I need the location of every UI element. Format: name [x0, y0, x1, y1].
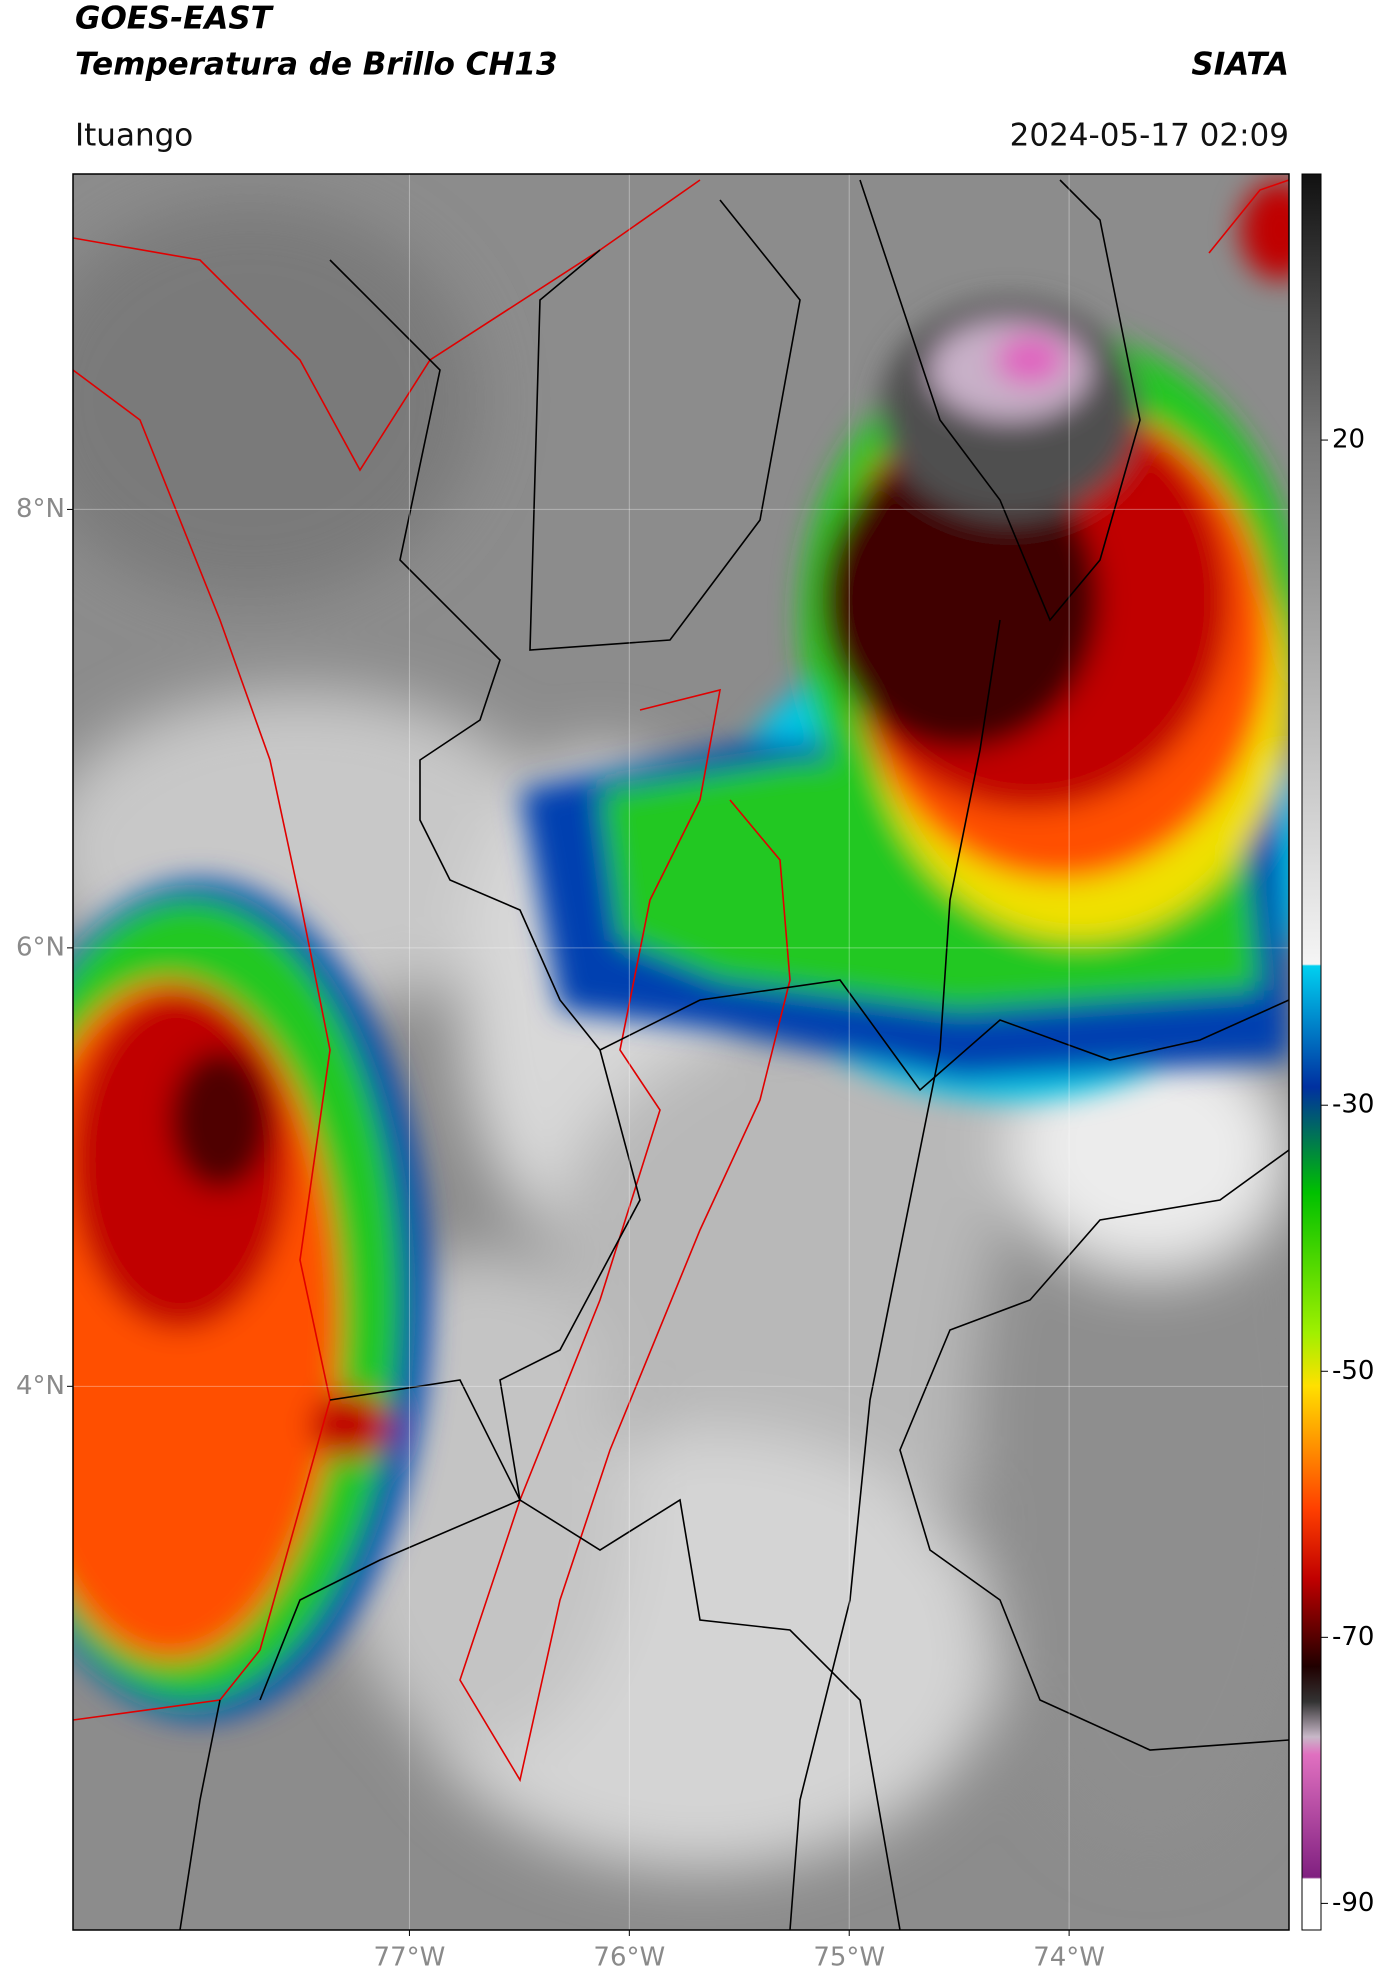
colorbar — [1301, 173, 1322, 1931]
title: GOES-EAST — [75, 1, 275, 37]
colorbar-tick-label: -50 — [1332, 1356, 1374, 1386]
source: SIATA — [1191, 47, 1289, 83]
colorbar-tick-label: -70 — [1332, 1622, 1374, 1652]
lat-tick-label: 6°N — [16, 932, 65, 962]
lon-tick-label: 76°W — [593, 1943, 665, 1973]
lat-tick-label: 4°N — [16, 1371, 65, 1401]
lon-tick-label: 74°W — [1033, 1943, 1105, 1973]
graticule — [67, 174, 1289, 1936]
colorbar-tick-label: -30 — [1332, 1090, 1374, 1120]
datetime: 2024-05-17 02:09 — [1010, 118, 1289, 154]
colorbar-tick-label: -90 — [1332, 1888, 1374, 1918]
map-frame — [72, 173, 1290, 1931]
satellite-image — [73, 174, 1289, 1930]
lon-tick-label: 77°W — [374, 1943, 446, 1973]
colorbar-tick-label: 20 — [1332, 425, 1365, 455]
region: Ituango — [75, 118, 193, 154]
lon-tick-label: 75°W — [813, 1943, 885, 1973]
subtitle: Temperatura de Brillo CH13 — [75, 47, 558, 83]
lat-tick-label: 8°N — [16, 494, 65, 524]
